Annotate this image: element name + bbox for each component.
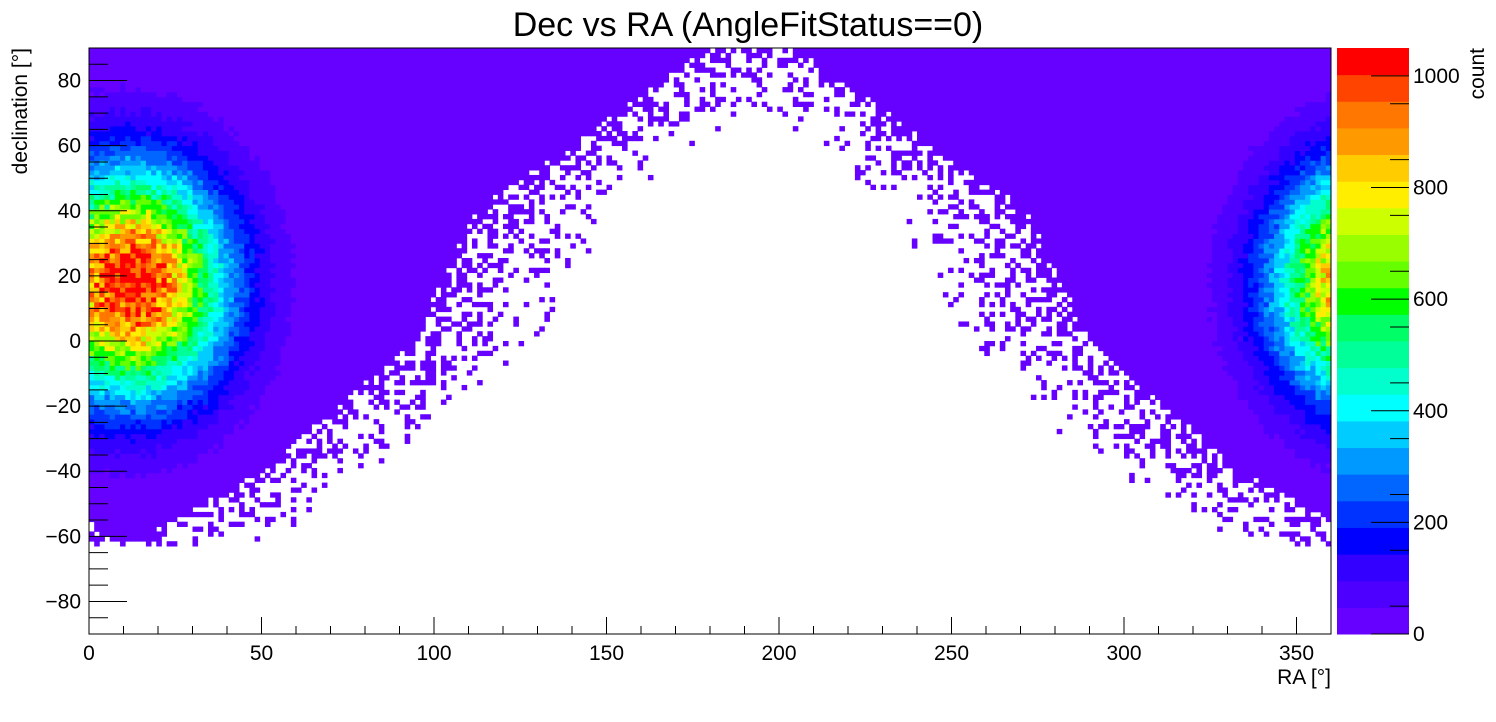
- y-axis-title: declination [°]: [9, 48, 32, 174]
- x-tick-label: 150: [589, 642, 624, 665]
- colorbar-swatch: [1337, 500, 1409, 528]
- x-tick-label: 300: [1106, 642, 1141, 665]
- colorbar-swatch: [1337, 48, 1409, 76]
- colorbar-swatch: [1337, 580, 1409, 608]
- y-tick-label: 80: [58, 70, 81, 93]
- colorbar-tick-label: 800: [1413, 177, 1448, 200]
- y-tick-label: 0: [69, 330, 81, 353]
- y-tick-label: 40: [58, 200, 81, 223]
- colorbar-swatch: [1337, 234, 1409, 262]
- x-tick-label: 50: [250, 642, 273, 665]
- colorbar: 0 200 400 600 800 1000: [1337, 48, 1460, 646]
- x-tick-label: 200: [761, 642, 796, 665]
- x-tick-label: 0: [83, 642, 95, 665]
- colorbar-tick-label: 0: [1413, 623, 1425, 646]
- colorbar-swatch: [1337, 554, 1409, 582]
- colorbar-swatch: [1337, 447, 1409, 475]
- colorbar-title: count: [1466, 48, 1489, 100]
- y-tick-label: 60: [58, 135, 81, 158]
- y-tick-label: 20: [58, 265, 81, 288]
- colorbar-swatch: [1337, 420, 1409, 449]
- x-axis-ticks: 0 50 100 150 200 250 300 350: [83, 617, 1332, 665]
- colorbar-swatch: [1337, 101, 1409, 129]
- colorbar-swatch: [1337, 341, 1409, 369]
- y-tick-label: −20: [45, 395, 81, 418]
- colorbar-swatch: [1337, 127, 1409, 156]
- y-axis-ticks: −80 −60 −40 −20 0 20 40 60 80: [45, 47, 127, 635]
- colorbar-tick-label: 400: [1413, 400, 1448, 423]
- colorbar-swatch: [1337, 261, 1409, 289]
- colorbar-swatch: [1337, 474, 1409, 502]
- colorbar-swatch: [1337, 207, 1409, 235]
- colorbar-swatch: [1337, 314, 1409, 342]
- x-axis-title: RA [°]: [1277, 666, 1331, 689]
- colorbar-swatch: [1337, 181, 1409, 209]
- colorbar-tick-label: 200: [1413, 511, 1448, 534]
- heatmap-cells: [89, 48, 1332, 547]
- colorbar-swatch: [1337, 287, 1409, 315]
- x-tick-label: 100: [416, 642, 451, 665]
- y-tick-label: −40: [45, 460, 81, 483]
- colorbar-swatch: [1337, 367, 1409, 395]
- colorbar-swatch: [1337, 74, 1409, 102]
- colorbar-tick-label: 600: [1413, 288, 1448, 311]
- y-tick-label: −60: [45, 525, 81, 548]
- colorbar-swatch: [1337, 607, 1409, 635]
- chart-title: Dec vs RA (AngleFitStatus==0): [513, 6, 984, 44]
- x-tick-label: 350: [1279, 642, 1314, 665]
- colorbar-tick-label: 1000: [1413, 65, 1460, 88]
- colorbar-swatch: [1337, 394, 1409, 422]
- y-tick-label: −80: [45, 590, 81, 613]
- x-tick-label: 250: [934, 642, 969, 665]
- colorbar-swatch: [1337, 154, 1409, 182]
